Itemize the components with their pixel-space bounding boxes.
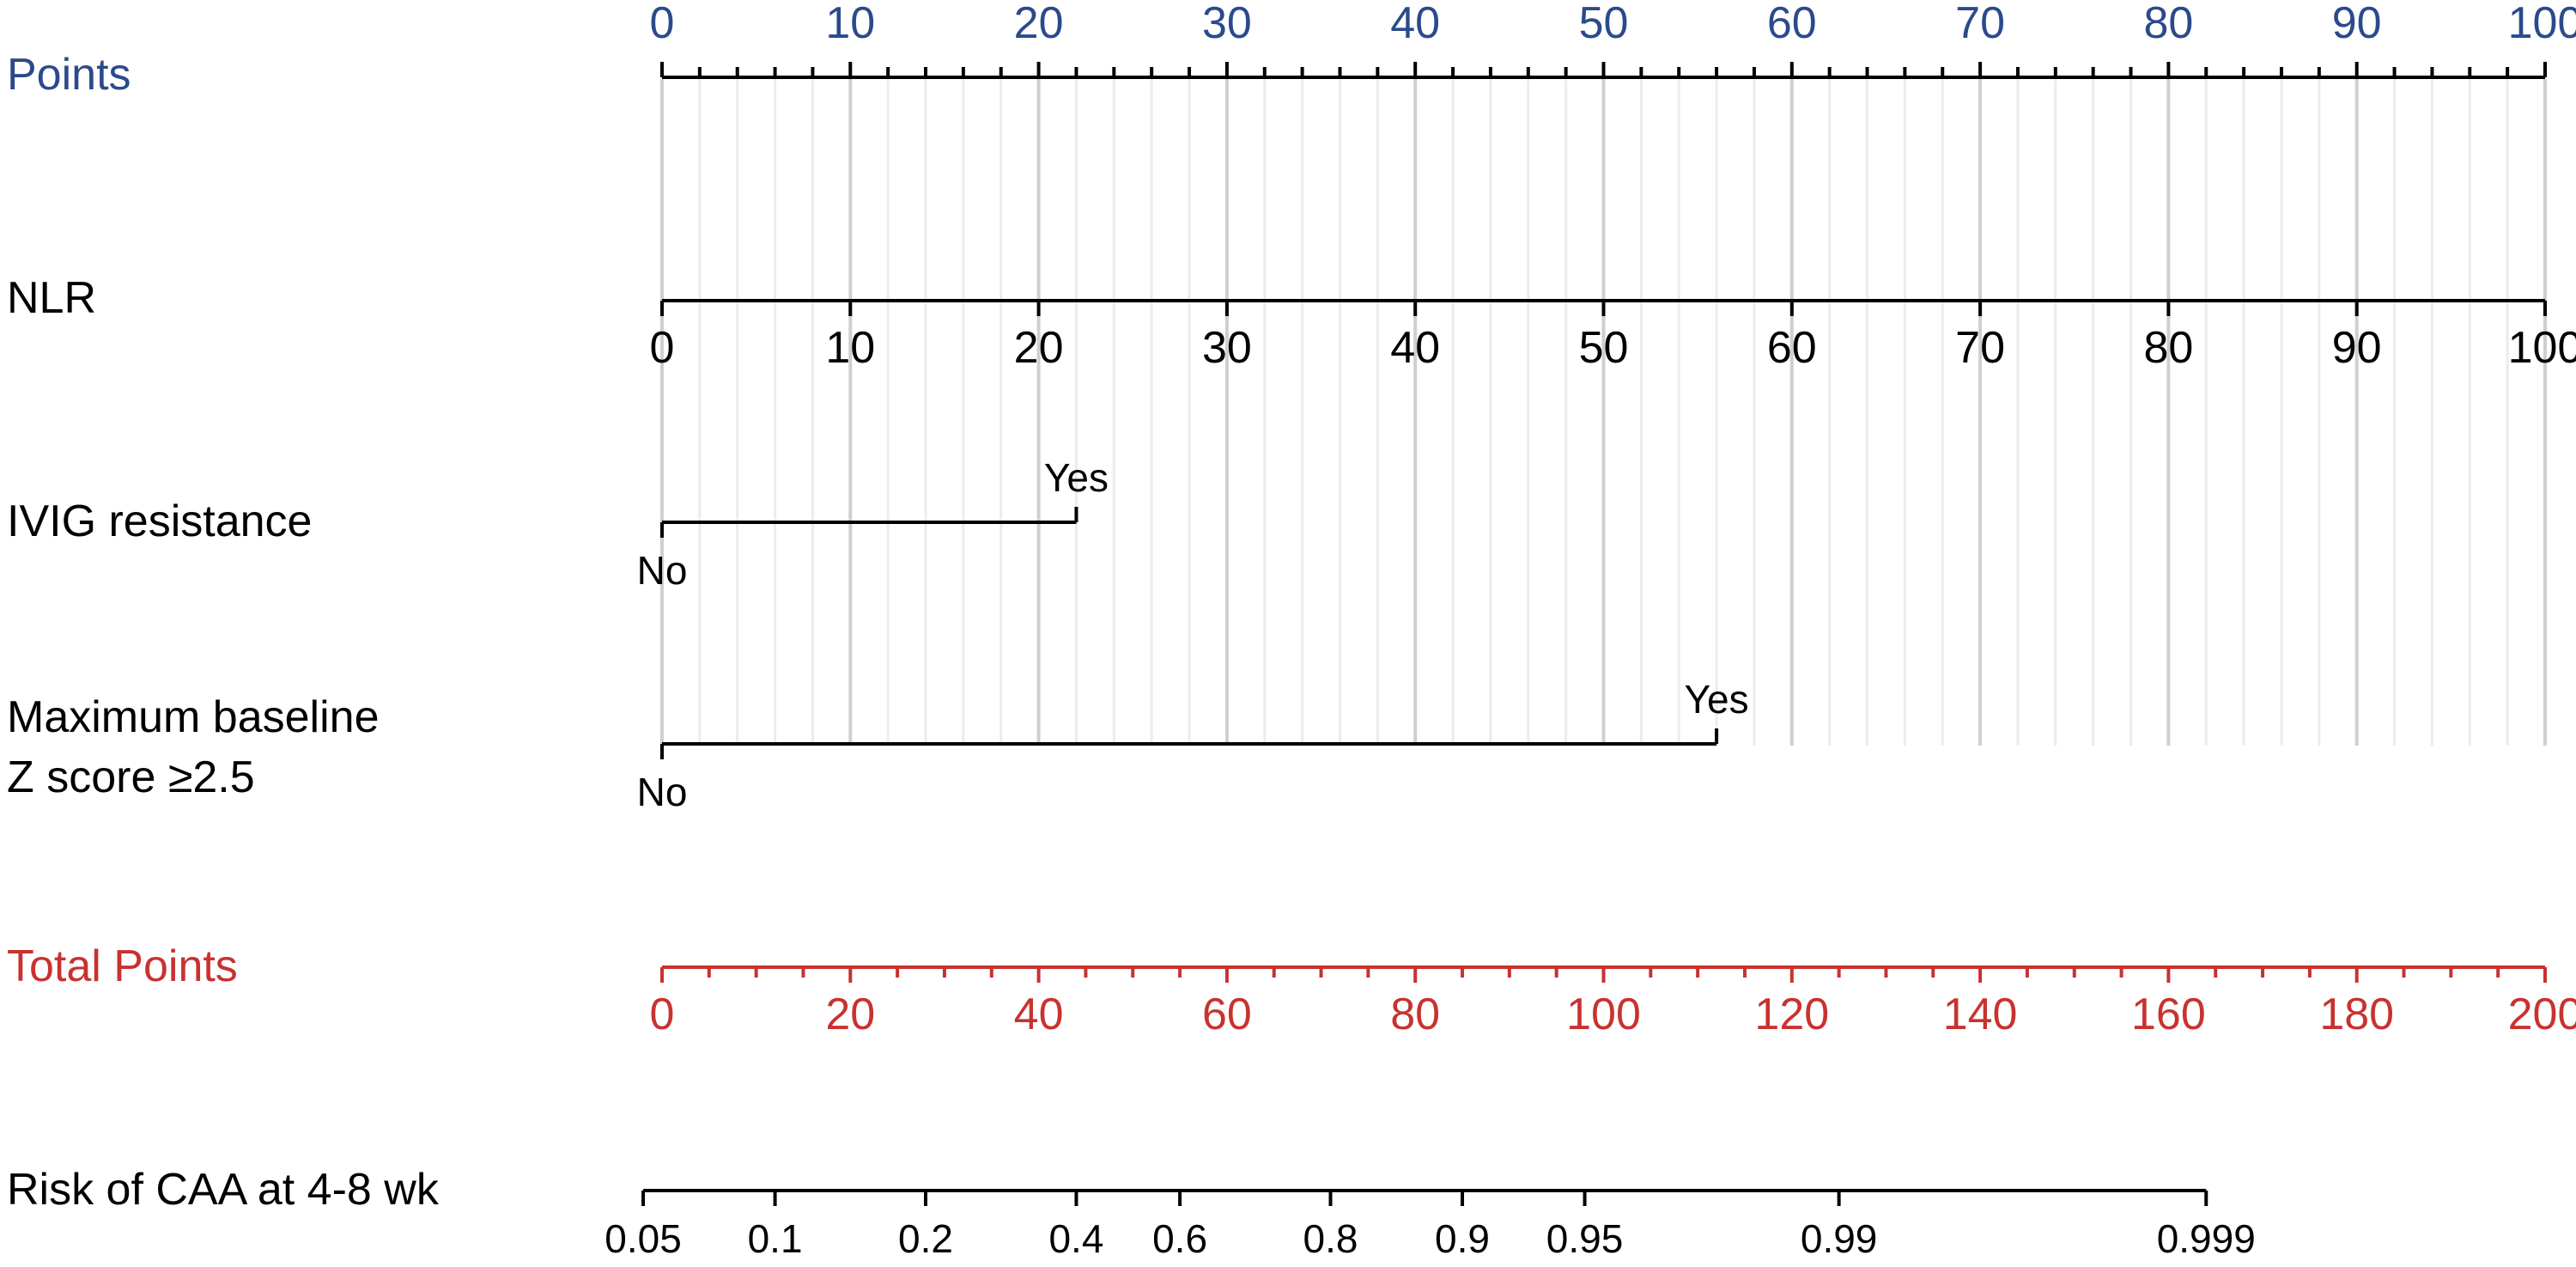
risk-tick-label: 0.8	[1303, 1216, 1358, 1261]
nlr-tick-label: 30	[1202, 323, 1252, 373]
ivig-resistance-axis: No Yes	[637, 455, 1109, 593]
points-axis: 0 10 20 30 40 50 60 70 80 90 100	[650, 0, 2576, 79]
total-points-axis: 0 20 40 60 80 100 120 140 160 180 200	[650, 965, 2576, 1039]
risk-tick-label: 0.99	[1801, 1216, 1878, 1261]
risk-tick-label: 0.999	[2157, 1216, 2256, 1261]
points-tick-label: 90	[2332, 0, 2382, 48]
points-tick-label: 50	[1579, 0, 1629, 48]
total-points-tick-label: 20	[825, 990, 875, 1039]
nlr-tick-label: 0	[650, 323, 675, 373]
ivig-resistance-level-label: Yes	[1044, 455, 1109, 500]
points-tick-label: 0	[650, 0, 675, 48]
points-tick-label: 40	[1390, 0, 1440, 48]
points-tick-label: 100	[2508, 0, 2576, 48]
nlr-axis: 0 10 20 30 40 50 60 70 80 90 100	[650, 299, 2576, 373]
risk-tick-label: 0.9	[1435, 1216, 1490, 1261]
risk-tick-label: 0.05	[605, 1216, 682, 1261]
nlr-tick-label: 70	[1955, 323, 2005, 373]
total-points-tick-label: 160	[2131, 990, 2206, 1039]
ivig-resistance-label: IVIG resistance	[7, 496, 312, 546]
risk-axis-label: Risk of CAA at 4-8 wk	[7, 1165, 440, 1215]
total-points-tick-label: 0	[650, 990, 675, 1039]
points-tick-label: 10	[825, 0, 875, 48]
z-score-label-line-2: Z score ≥2.5	[7, 752, 255, 802]
total-points-axis-label: Total Points	[7, 941, 238, 991]
risk-tick-label: 0.6	[1152, 1216, 1207, 1261]
risk-tick-label: 0.2	[898, 1216, 953, 1261]
nlr-tick-label: 40	[1390, 323, 1440, 373]
risk-tick-label: 0.95	[1546, 1216, 1624, 1261]
z-score-label-line-1: Maximum baseline	[7, 692, 380, 742]
z-score-axis: No Yes	[637, 677, 1749, 814]
risk-axis: 0.05 0.1 0.2 0.4 0.6 0.8 0.9 0.95 0.99 0.999	[605, 1189, 2256, 1261]
total-points-tick-label: 200	[2508, 990, 2576, 1039]
points-tick-label: 80	[2143, 0, 2193, 48]
risk-tick-label: 0.4	[1048, 1216, 1103, 1261]
total-points-tick-label: 100	[1566, 990, 1641, 1039]
nlr-tick-label: 100	[2508, 323, 2576, 373]
z-score-level-label: Yes	[1685, 677, 1749, 722]
risk-tick-label: 0.1	[748, 1216, 803, 1261]
nlr-tick-label: 60	[1767, 323, 1817, 373]
ivig-resistance-level-label: No	[637, 548, 688, 593]
nlr-tick-label: 20	[1014, 323, 1064, 373]
total-points-tick-label: 180	[2319, 990, 2394, 1039]
nlr-label: NLR	[7, 273, 96, 323]
nlr-tick-label: 90	[2332, 323, 2382, 373]
total-points-tick-label: 140	[1943, 990, 2018, 1039]
points-tick-label: 60	[1767, 0, 1817, 48]
nlr-tick-label: 50	[1579, 323, 1629, 373]
grid-lines	[660, 79, 2547, 746]
points-axis-label: Points	[7, 50, 131, 100]
total-points-tick-label: 40	[1014, 990, 1064, 1039]
nlr-tick-label: 80	[2143, 323, 2193, 373]
points-tick-label: 70	[1955, 0, 2005, 48]
nlr-tick-label: 10	[825, 323, 875, 373]
points-tick-label: 20	[1014, 0, 1064, 48]
total-points-tick-label: 120	[1754, 990, 1829, 1039]
total-points-tick-label: 60	[1202, 990, 1252, 1039]
points-tick-label: 30	[1202, 0, 1252, 48]
z-score-level-label: No	[637, 770, 688, 814]
total-points-tick-label: 80	[1390, 990, 1440, 1039]
